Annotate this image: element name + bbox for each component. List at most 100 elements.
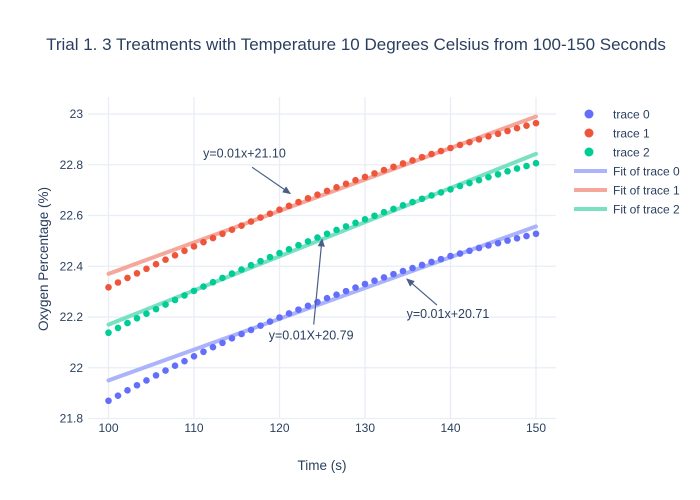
data-point-trace-2[interactable] (314, 234, 321, 241)
data-point-trace-0[interactable] (105, 397, 112, 405)
data-point-trace-2[interactable] (409, 198, 416, 206)
data-point-trace-2[interactable] (523, 162, 530, 170)
data-point-trace-1[interactable] (352, 176, 359, 184)
data-point-trace-0[interactable] (304, 302, 312, 310)
data-point-trace-2[interactable] (466, 179, 473, 187)
data-point-trace-1[interactable] (295, 198, 302, 206)
data-point-trace-2[interactable] (171, 296, 179, 304)
data-point-trace-0[interactable] (200, 348, 207, 356)
data-point-trace-2[interactable] (513, 165, 521, 172)
data-point-trace-2[interactable] (200, 283, 207, 290)
data-point-trace-0[interactable] (152, 372, 160, 379)
legend-item-fit-of-trace-1[interactable]: Fit of trace 1 (574, 184, 680, 198)
data-point-trace-0[interactable] (437, 255, 445, 263)
fit-line-fit-of-trace-0[interactable] (106, 224, 538, 383)
data-point-trace-1[interactable] (162, 256, 169, 263)
data-point-trace-2[interactable] (114, 324, 122, 332)
data-point-trace-2[interactable] (437, 189, 445, 196)
data-point-trace-2[interactable] (228, 270, 236, 277)
data-point-trace-2[interactable] (162, 301, 169, 308)
legend-item-trace-2[interactable]: trace 2 (584, 146, 651, 160)
data-point-trace-2[interactable] (323, 230, 331, 238)
data-point-trace-1[interactable] (371, 170, 378, 177)
data-point-trace-1[interactable] (133, 270, 141, 277)
data-point-trace-1[interactable] (105, 284, 112, 291)
data-point-trace-2[interactable] (219, 274, 226, 282)
data-point-trace-2[interactable] (504, 168, 511, 175)
data-point-trace-0[interactable] (447, 252, 454, 260)
data-point-trace-0[interactable] (247, 326, 255, 334)
data-point-trace-0[interactable] (257, 322, 264, 329)
data-point-trace-0[interactable] (390, 270, 397, 278)
data-point-trace-0[interactable] (228, 335, 236, 342)
data-point-trace-1[interactable] (504, 127, 511, 135)
data-point-trace-1[interactable] (485, 133, 492, 140)
data-point-trace-0[interactable] (276, 314, 283, 321)
data-point-trace-0[interactable] (114, 392, 122, 399)
data-point-trace-2[interactable] (532, 159, 540, 167)
fit-line-fit-of-trace-1[interactable] (106, 114, 538, 276)
data-point-trace-1[interactable] (238, 222, 245, 229)
data-point-trace-1[interactable] (266, 210, 274, 218)
data-point-trace-1[interactable] (428, 150, 435, 158)
data-point-trace-2[interactable] (399, 202, 407, 209)
data-point-trace-1[interactable] (380, 166, 388, 174)
data-point-trace-2[interactable] (276, 249, 283, 257)
data-point-trace-1[interactable] (418, 153, 426, 161)
data-point-trace-0[interactable] (352, 284, 359, 291)
data-point-trace-0[interactable] (181, 357, 188, 365)
data-point-trace-2[interactable] (143, 310, 150, 318)
data-point-trace-2[interactable] (247, 261, 255, 269)
data-point-trace-0[interactable] (238, 330, 245, 338)
data-point-trace-1[interactable] (143, 265, 150, 273)
data-point-trace-0[interactable] (371, 277, 378, 285)
data-point-trace-2[interactable] (371, 212, 378, 220)
data-point-trace-2[interactable] (266, 253, 274, 261)
data-point-trace-2[interactable] (352, 219, 359, 227)
data-point-trace-1[interactable] (323, 187, 331, 195)
data-point-trace-2[interactable] (380, 208, 388, 216)
data-point-trace-2[interactable] (475, 176, 483, 184)
data-point-trace-1[interactable] (171, 252, 179, 259)
data-point-trace-1[interactable] (285, 202, 293, 210)
data-point-trace-1[interactable] (361, 173, 369, 181)
data-point-trace-2[interactable] (342, 223, 350, 230)
data-point-trace-0[interactable] (513, 235, 521, 242)
data-point-trace-0[interactable] (209, 343, 217, 351)
data-point-trace-1[interactable] (114, 279, 122, 286)
data-point-trace-2[interactable] (295, 241, 302, 249)
data-point-trace-2[interactable] (418, 195, 426, 203)
data-point-trace-1[interactable] (475, 136, 483, 143)
data-point-trace-0[interactable] (456, 250, 464, 257)
data-point-trace-0[interactable] (333, 291, 340, 298)
data-point-trace-0[interactable] (361, 280, 369, 288)
data-point-trace-0[interactable] (466, 247, 473, 255)
data-point-trace-1[interactable] (228, 226, 236, 234)
legend-item-fit-of-trace-0[interactable]: Fit of trace 0 (574, 165, 680, 179)
data-point-trace-0[interactable] (295, 306, 302, 313)
data-point-trace-1[interactable] (523, 122, 530, 129)
data-point-trace-0[interactable] (485, 242, 492, 249)
data-point-trace-2[interactable] (152, 305, 160, 313)
data-point-trace-1[interactable] (447, 144, 454, 152)
data-point-trace-0[interactable] (162, 367, 169, 374)
data-point-trace-0[interactable] (124, 387, 131, 394)
data-point-trace-1[interactable] (152, 260, 160, 268)
legend-item-fit-of-trace-2[interactable]: Fit of trace 2 (574, 203, 680, 217)
data-point-trace-0[interactable] (428, 258, 435, 266)
data-point-trace-0[interactable] (494, 239, 502, 247)
data-point-trace-1[interactable] (181, 247, 188, 255)
data-point-trace-1[interactable] (390, 163, 397, 171)
data-point-trace-2[interactable] (494, 171, 502, 178)
data-point-trace-0[interactable] (418, 261, 426, 269)
data-point-trace-2[interactable] (485, 173, 492, 181)
data-point-trace-0[interactable] (475, 244, 483, 252)
data-point-trace-1[interactable] (200, 238, 207, 246)
data-point-trace-2[interactable] (190, 287, 198, 295)
data-point-trace-1[interactable] (466, 138, 473, 146)
data-point-trace-0[interactable] (532, 230, 540, 238)
data-point-trace-2[interactable] (124, 319, 131, 327)
data-point-trace-2[interactable] (209, 278, 217, 286)
data-point-trace-0[interactable] (323, 294, 331, 302)
data-point-trace-2[interactable] (361, 216, 369, 223)
